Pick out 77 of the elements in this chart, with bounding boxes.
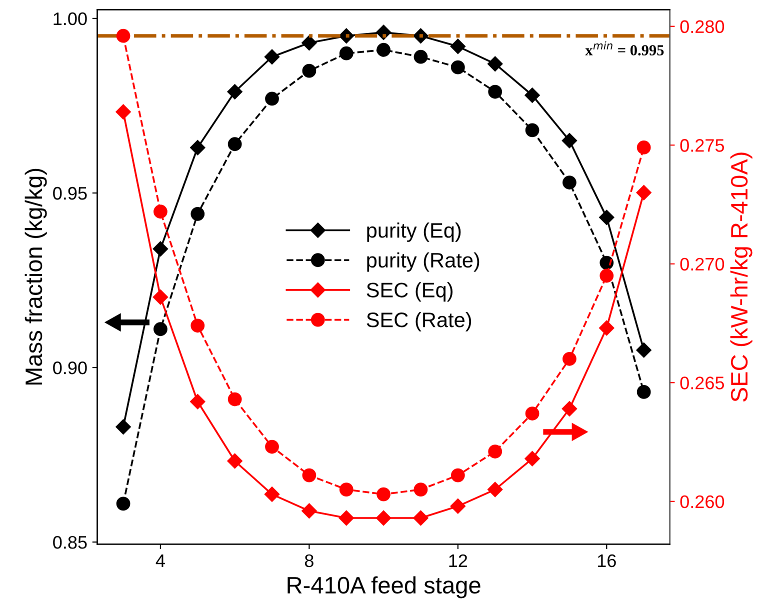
x-tick-label: 12 xyxy=(449,554,468,567)
point xyxy=(228,392,242,406)
point xyxy=(525,406,540,420)
point xyxy=(636,342,652,358)
point xyxy=(190,140,206,156)
y-tick-label: 1.00 xyxy=(54,12,87,26)
point xyxy=(562,401,578,416)
legend-label: purity (Eq) xyxy=(367,222,461,242)
point xyxy=(116,496,130,511)
x-tick-label: 8 xyxy=(304,554,314,568)
point xyxy=(227,453,242,469)
point xyxy=(190,318,205,333)
point xyxy=(599,320,614,336)
y-tick-label: 0.95 xyxy=(53,186,87,200)
point xyxy=(562,133,578,148)
point xyxy=(450,60,465,74)
point xyxy=(488,482,503,498)
point xyxy=(154,204,168,219)
point xyxy=(302,468,316,482)
y-tick-label: 0.85 xyxy=(53,536,87,549)
point xyxy=(414,50,428,64)
y2-tick-label: 0.275 xyxy=(680,139,724,152)
y-axis-title: Mass fraction (kg/kg) xyxy=(24,168,47,385)
point xyxy=(302,35,317,50)
point xyxy=(376,487,390,502)
point xyxy=(265,440,279,454)
point xyxy=(338,510,354,526)
y2-tick-label: 0.270 xyxy=(680,258,724,271)
x-tick-label: 4 xyxy=(156,554,165,567)
point xyxy=(228,137,242,152)
y-tick-label: 0.90 xyxy=(53,361,87,374)
y2-tick-label: 0.280 xyxy=(680,20,724,34)
point xyxy=(450,498,466,514)
legend-label: purity (Rate) xyxy=(367,252,480,272)
point xyxy=(599,210,614,225)
point xyxy=(450,38,466,54)
y2-tick-label: 0.265 xyxy=(680,376,724,390)
point xyxy=(302,64,316,78)
point xyxy=(264,486,280,502)
point xyxy=(636,185,652,200)
point xyxy=(636,140,651,154)
point xyxy=(636,385,651,399)
point xyxy=(339,46,354,60)
point xyxy=(154,322,168,336)
point xyxy=(488,56,503,72)
point xyxy=(116,28,130,43)
point xyxy=(152,241,168,256)
point xyxy=(524,88,540,103)
point xyxy=(116,419,131,434)
point xyxy=(562,352,576,366)
point xyxy=(302,503,317,518)
point xyxy=(116,104,131,120)
point xyxy=(488,84,502,99)
point xyxy=(525,123,540,138)
point xyxy=(227,84,242,100)
point xyxy=(339,482,354,496)
legend-label: SEC (Eq) xyxy=(366,282,453,302)
x-tick-label: 16 xyxy=(598,554,616,568)
point xyxy=(190,394,206,410)
point xyxy=(488,444,502,458)
point xyxy=(265,92,279,106)
point xyxy=(562,176,576,190)
point xyxy=(414,482,428,496)
point xyxy=(376,510,392,526)
x-axis-title: R-410A feed stage xyxy=(288,576,480,598)
point xyxy=(264,49,280,64)
point xyxy=(524,451,540,466)
y2-tick-label: 0.260 xyxy=(680,495,724,508)
point xyxy=(190,206,205,221)
point xyxy=(413,510,428,526)
point xyxy=(450,468,465,482)
point xyxy=(152,290,168,305)
point xyxy=(600,268,614,283)
legend-label: SEC (Rate) xyxy=(366,312,472,332)
y2-axis-title: SEC (kW-hr/kg R-410A) xyxy=(730,152,752,402)
ref-line-label: x$^{min}$ = 0.995 xyxy=(585,41,664,56)
point xyxy=(376,42,390,57)
